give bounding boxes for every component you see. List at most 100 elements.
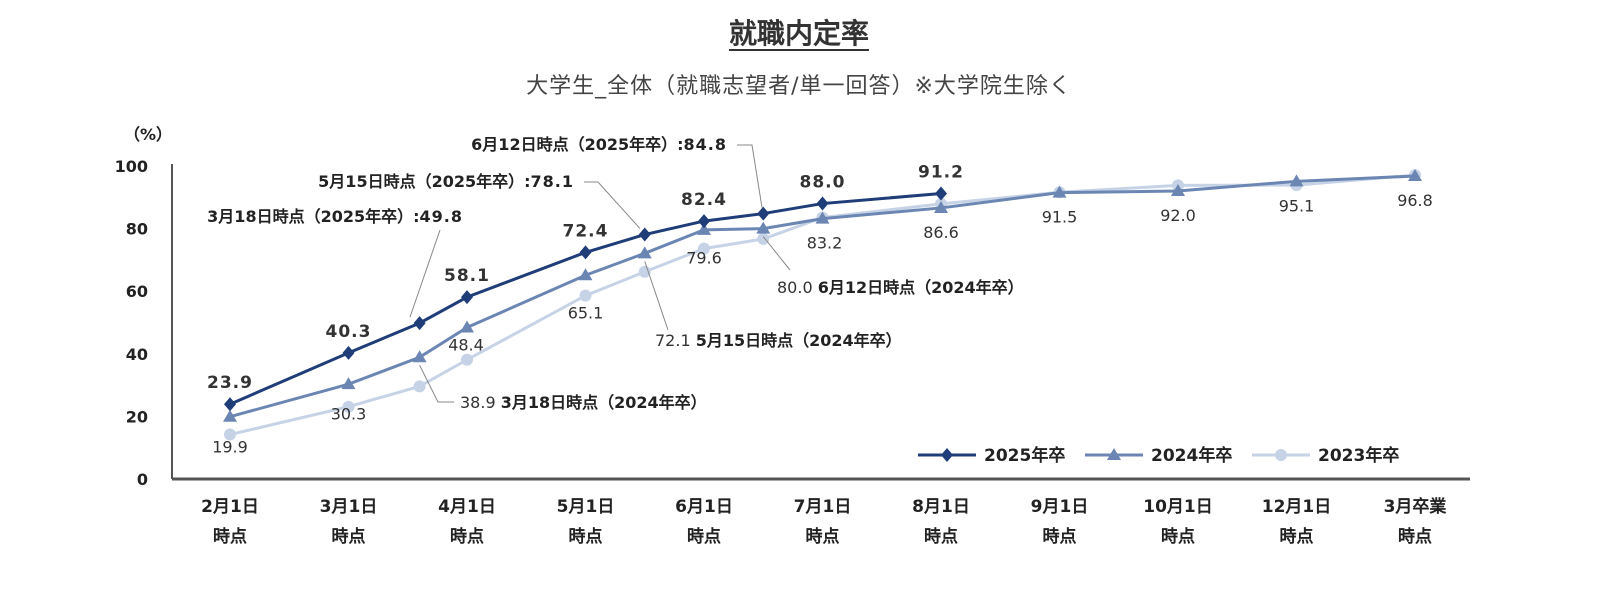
x-tick-label: 時点 [450, 526, 484, 547]
data-label: 30.3 [331, 405, 367, 424]
leader-line [762, 236, 791, 271]
callout-annotation: 38.9 3月18日時点（2024年卒） [419, 365, 707, 412]
x-tick-label: 7月1日 [794, 497, 852, 517]
callout-annotation: 5月15日時点（2025年卒）:78.1 [318, 172, 641, 229]
data-label: 82.4 [681, 190, 727, 210]
annotation-label: 5月15日時点（2024年卒） [696, 331, 902, 350]
data-labels: 23.9 40.3 58.1 72.4 82.4 88.0 91.2 86.6 91.5 92.0… [207, 163, 1433, 457]
callout-annotation: 80.0 6月12日時点（2024年卒） [762, 236, 1024, 297]
leader-line [409, 229, 441, 318]
x-tick-label: 時点 [1161, 526, 1195, 547]
data-label: 86.6 [923, 223, 959, 242]
data-point [224, 428, 236, 441]
data-point [934, 200, 948, 213]
x-tick-label: 時点 [1043, 526, 1077, 547]
legend-marker [1275, 449, 1287, 461]
y-tick-label: 100 [115, 157, 148, 176]
x-tick-label: 時点 [806, 526, 840, 547]
series-line [229, 174, 1416, 419]
annotation-text: 5月15日時点（2025年卒）:78.1 [318, 172, 574, 191]
leader-line [584, 181, 641, 229]
data-point [637, 246, 652, 259]
data-label: 79.6 [686, 249, 722, 268]
chart-title: 就職内定率 [728, 17, 869, 50]
legend-marker [941, 448, 953, 462]
annotation-value: 49.8 [420, 207, 463, 226]
annotation-label: 6月12日時点（2025年卒）: [471, 135, 683, 154]
data-point [341, 377, 356, 390]
data-label: 91.2 [918, 163, 964, 183]
annotation-text: 80.0 6月12日時点（2024年卒） [777, 278, 1024, 297]
data-label: 58.1 [444, 266, 490, 286]
chart-subtitle: 大学生_全体（就職志望者/単一回答）※大学院生除く [526, 74, 1072, 99]
annotation-value: 38.9 [460, 393, 501, 412]
y-tick-label: 20 [126, 407, 148, 426]
x-tick-label: 12月1日 [1262, 497, 1332, 517]
x-tick-label: 9月1日 [1031, 497, 1089, 517]
data-label: 83.2 [807, 234, 843, 253]
data-point [1408, 169, 1422, 182]
data-label: 23.9 [207, 373, 253, 393]
annotation-text: 72.1 5月15日時点（2024年卒） [655, 331, 902, 350]
annotation-value: 80.0 [777, 278, 818, 297]
leader-line [419, 365, 454, 403]
x-tick-label: 8月1日 [912, 497, 970, 517]
data-label: 48.4 [448, 336, 484, 355]
data-point [757, 232, 770, 245]
y-tick-label: 40 [126, 345, 148, 364]
data-point [638, 227, 651, 242]
x-tick-label: 時点 [332, 526, 366, 547]
y-tick-label: 0 [137, 470, 148, 489]
legend-label: 2023年卒 [1318, 445, 1399, 466]
callout-annotation: 3月18日時点（2025年卒）:49.8 [207, 207, 463, 318]
data-point [757, 206, 770, 221]
data-point [342, 400, 355, 413]
annotation-label: 5月15日時点（2025年卒）: [318, 172, 530, 191]
data-point [638, 265, 651, 278]
data-label: 91.5 [1042, 208, 1078, 227]
legend-item: 2024年卒 [1085, 445, 1232, 466]
data-point [223, 409, 237, 422]
callout-annotation: 6月12日時点（2025年卒）:84.8 [471, 135, 763, 208]
leader-line [737, 144, 763, 208]
data-label: 96.8 [1397, 191, 1433, 210]
series-2024年卒 [223, 169, 1422, 422]
x-tick-label: 5月1日 [557, 497, 615, 517]
data-point [412, 350, 427, 363]
data-label: 19.9 [212, 438, 248, 457]
data-label: 65.1 [568, 304, 604, 323]
x-tick-label: 時点 [213, 526, 247, 547]
data-point [756, 221, 771, 234]
y-tick-label: 60 [126, 282, 148, 301]
callout-annotation: 72.1 5月15日時点（2024年卒） [644, 261, 902, 350]
legend-item: 2025年卒 [918, 445, 1065, 466]
data-label: 72.4 [563, 221, 609, 241]
x-tick-label: 4月1日 [438, 497, 496, 517]
data-point [413, 380, 426, 393]
x-tick-label: 時点 [1398, 526, 1432, 547]
annotation-text: 6月12日時点（2025年卒）:84.8 [471, 135, 727, 154]
series-line [229, 192, 942, 406]
annotation-label: 3月18日時点（2025年卒）: [207, 207, 419, 226]
data-point [816, 196, 829, 211]
annotation-value: 78.1 [531, 172, 574, 191]
legend-label: 2024年卒 [1151, 445, 1232, 466]
legend-label: 2025年卒 [984, 445, 1065, 466]
data-point [697, 222, 711, 235]
data-point [1052, 185, 1067, 198]
data-point [698, 242, 710, 255]
annotation-label: 6月12日時点（2024年卒） [818, 278, 1024, 297]
data-point [935, 186, 947, 201]
legend-item: 2023年卒 [1252, 445, 1399, 466]
data-label: 88.0 [800, 173, 846, 193]
data-label: 95.1 [1279, 196, 1315, 215]
data-point [224, 397, 236, 412]
data-point [413, 316, 426, 331]
y-tick-label: 80 [126, 220, 148, 239]
x-tick-label: 時点 [687, 526, 721, 547]
data-point [578, 268, 593, 281]
x-tick-label: 時点 [1280, 526, 1314, 547]
legend-marker [1107, 448, 1121, 460]
data-label: 40.3 [326, 322, 372, 342]
